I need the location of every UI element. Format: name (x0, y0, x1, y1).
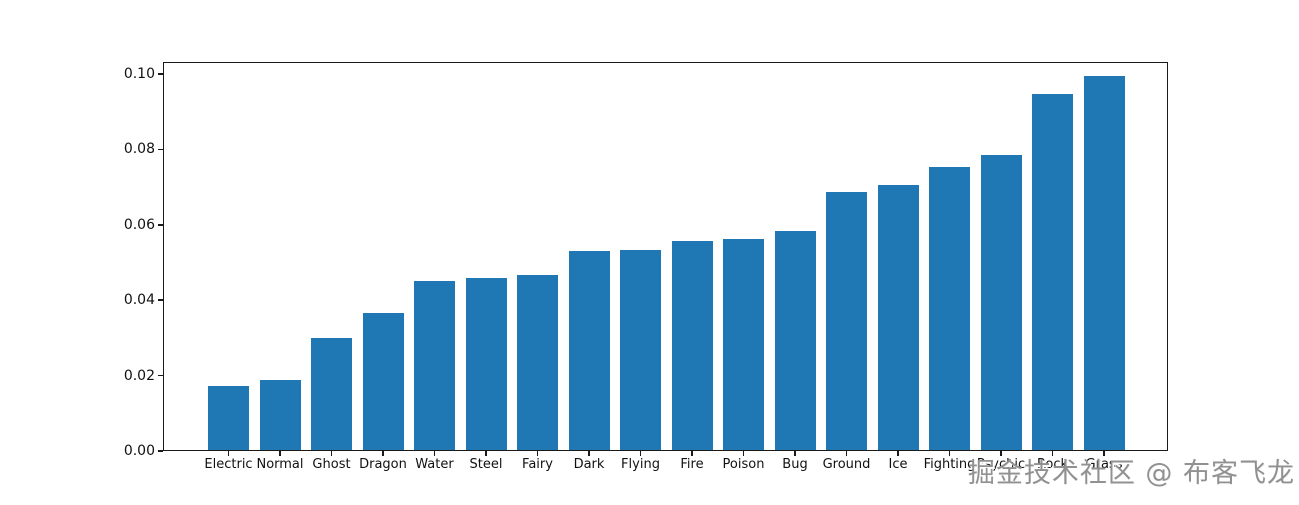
y-tick-mark (158, 450, 163, 452)
x-tick-mark (485, 451, 487, 456)
x-tick-mark (279, 451, 281, 456)
bar-bug (774, 231, 816, 451)
x-tick-mark (330, 451, 333, 456)
x-tick-mark (1000, 451, 1002, 456)
x-tick-label-grass: Grass (1085, 457, 1123, 472)
bars-group (163, 62, 1168, 451)
y-tick-label-0.10: 0.10 (123, 66, 155, 83)
x-tick-mark (433, 451, 436, 456)
x-tick-mark (845, 451, 848, 456)
x-tick-mark (691, 451, 693, 456)
x-tick-mark (1103, 451, 1105, 456)
y-tick-label-0.06: 0.06 (123, 216, 155, 233)
watermark-text: 掘金技术社区 @ 布客飞龙 (967, 458, 1295, 489)
bar-poison (723, 239, 764, 451)
y-tick-mark (158, 148, 163, 151)
y-tick-mark (158, 374, 163, 377)
x-tick-label-fairy: Fairy (522, 457, 553, 472)
x-tick-label-rock: Rock (1036, 457, 1069, 472)
bar-ice (877, 184, 919, 451)
x-tick-mark (536, 451, 539, 456)
x-tick-label-ground: Ground (822, 457, 871, 472)
x-tick-label-ghost: Ghost (312, 457, 351, 472)
x-tick-mark (639, 451, 642, 456)
x-tick-mark (588, 451, 590, 456)
bar-flying (620, 250, 661, 451)
y-tick-label-0.02: 0.02 (123, 367, 155, 384)
y-tick-mark (158, 299, 163, 301)
bar-fire (671, 241, 713, 451)
bar-normal (259, 380, 301, 451)
x-tick-label-psychic: Psychic (976, 457, 1026, 472)
x-tick-label-bug: Bug (782, 457, 808, 472)
bar-water (414, 281, 455, 451)
x-tick-mark (794, 451, 796, 456)
y-tick-mark (158, 224, 163, 226)
x-tick-mark (227, 451, 230, 456)
x-tick-label-fire: Fire (680, 457, 704, 472)
bar-dark (568, 251, 610, 451)
y-tick-label-0.04: 0.04 (123, 292, 155, 309)
x-tick-label-dragon: Dragon (359, 457, 407, 472)
x-tick-mark (948, 451, 951, 456)
x-tick-label-electric: Electric (204, 457, 253, 472)
x-tick-label-water: Water (415, 457, 454, 472)
bar-psychic (980, 154, 1022, 451)
bar-steel (465, 277, 507, 451)
x-tick-label-poison: Poison (722, 457, 765, 472)
x-tick-label-normal: Normal (256, 457, 304, 472)
x-tick-label-dark: Dark (573, 457, 605, 472)
y-tick-label-0.00: 0.00 (123, 443, 155, 459)
bar-fairy (517, 274, 558, 451)
bar-grass (1083, 76, 1125, 451)
x-tick-label-ice: Ice (888, 457, 908, 472)
bar-ghost (311, 337, 352, 451)
x-tick-mark (382, 451, 384, 456)
x-tick-mark (897, 451, 899, 456)
x-tick-mark (742, 451, 745, 456)
bar-fighting (929, 166, 970, 451)
bar-rock (1032, 93, 1073, 451)
y-tick-label-0.08: 0.08 (123, 141, 155, 158)
x-tick-mark (1051, 451, 1054, 456)
bar-dragon (362, 312, 404, 451)
y-tick-mark (158, 73, 163, 75)
x-tick-label-steel: Steel (469, 457, 503, 472)
x-tick-label-flying: Flying (621, 457, 660, 472)
x-tick-label-fighting: Fighting (923, 457, 976, 472)
bar-ground (826, 192, 867, 451)
bar-electric (208, 385, 249, 451)
